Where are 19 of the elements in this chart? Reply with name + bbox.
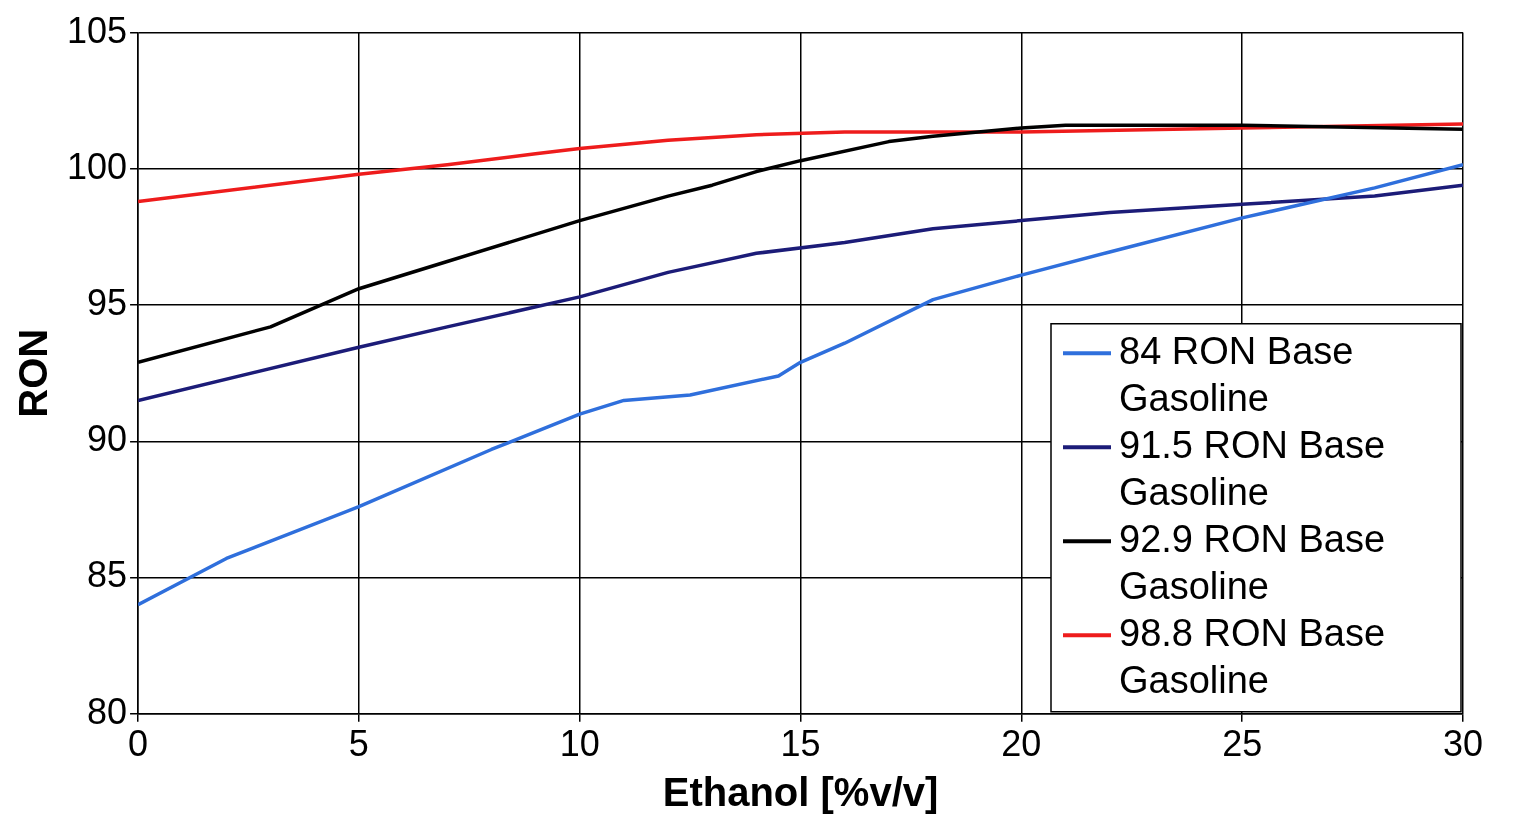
y-axis-title: RON (11, 328, 56, 418)
y-tick-label: 85 (87, 554, 128, 596)
x-axis-title: Ethanol [%v/v] (662, 770, 939, 815)
x-tick-label: 0 (128, 723, 149, 765)
x-tick-label: 10 (559, 723, 600, 765)
x-tick-label: 30 (1442, 723, 1484, 765)
x-tick-label: 15 (780, 723, 821, 765)
y-tick-label: 100 (66, 145, 128, 187)
legend-label: 84 RON Base Gasoline (1119, 329, 1354, 419)
x-tick-label: 5 (348, 723, 369, 765)
legend-label: 92.9 RON Base Gasoline (1119, 517, 1386, 607)
x-tick-label: 25 (1222, 723, 1263, 765)
y-tick-label: 95 (87, 282, 128, 323)
legend-label: 91.5 RON Base Gasoline (1119, 423, 1386, 513)
y-tick-label: 90 (87, 418, 128, 460)
legend-label: 98.8 RON Base Gasoline (1119, 611, 1386, 701)
x-tick-label: 20 (1001, 723, 1042, 765)
y-tick-label: 80 (87, 690, 128, 732)
y-tick-label: 105 (66, 9, 128, 51)
